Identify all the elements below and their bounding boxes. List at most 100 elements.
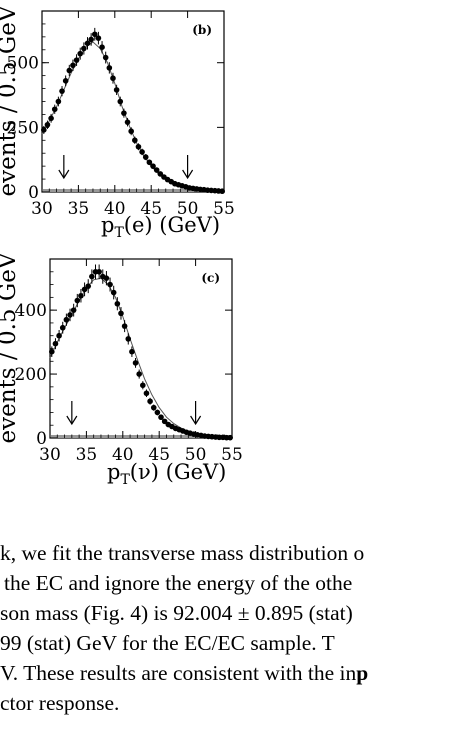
panel-b-data-point <box>135 143 142 150</box>
panel-c-label: (c) <box>201 271 220 285</box>
panel-c-data-point <box>59 324 66 331</box>
panel-c-plot: 30 35 40 45 50 55 0 200 400 (c) <box>15 258 243 465</box>
body-line-text: ctor response. <box>0 691 120 715</box>
panel-b-data-point <box>88 36 94 43</box>
panel-b-fit-curve <box>41 41 225 192</box>
panel-b-x-title-sub: T <box>114 225 124 242</box>
panel-b-data-point <box>84 40 91 47</box>
panel-c-data-point <box>56 332 62 339</box>
panel-c-x-title-rest: (ν) (GeV) <box>129 460 227 484</box>
panel-b-data-point <box>132 137 138 144</box>
panel-b-background-band <box>43 189 223 192</box>
panel-c-data-point <box>161 418 168 425</box>
panel-c-data-point <box>158 414 164 421</box>
body-line: ctor response. <box>0 688 474 718</box>
body-line: V. These results are consistent with the… <box>0 658 474 688</box>
panel-b-data-point <box>121 110 127 116</box>
panel-c-data-point <box>85 283 92 289</box>
panel-c-data-point <box>96 268 102 275</box>
panel-b-data-point <box>66 67 73 74</box>
panel-c-x-title-sub: T <box>120 472 130 489</box>
body-line-text: V. These results are consistent with the… <box>0 661 357 685</box>
panel-c-data-point <box>78 292 84 299</box>
panel-c-x-tick-label: 40 <box>112 445 134 465</box>
panel-b-cut-arrow-head <box>182 169 194 180</box>
panel-c-data-point <box>49 348 55 355</box>
panel-b-x-tick-label: 45 <box>140 199 162 219</box>
body-line: son mass (Fig. 4) is 92.004 ± 0.895 (sta… <box>0 598 474 628</box>
panel-c-x-tick-label: 50 <box>185 445 207 465</box>
panel-c-data-point <box>114 300 121 307</box>
body-line-text: 99 (stat) GeV for the EC/EC sample. T <box>0 631 335 655</box>
panel-b-data-point <box>91 31 98 38</box>
panel-c-data-point <box>67 312 73 318</box>
panel-b-x-title-rest: (e) (GeV) <box>123 213 221 237</box>
panel-c-data-point <box>143 390 150 397</box>
panel-c-y-tick-label: 200 <box>15 365 47 385</box>
panel-b-data-point <box>153 167 160 173</box>
panel-b-data-point <box>48 115 54 122</box>
body-line-text: the EC and ignore the energy of the othe <box>4 571 353 595</box>
panel-c-y-tick-label: 0 <box>36 429 47 449</box>
panel-b-x-title-main: p <box>101 213 115 237</box>
panel-b-data-point <box>117 98 124 105</box>
panel-c-background-band <box>51 435 231 438</box>
body-line-text: k, we fit the transverse mass distributi… <box>0 541 365 565</box>
panel-c-data-point <box>107 281 113 288</box>
panel-b-x-tick-label: 30 <box>31 199 53 219</box>
panel-c-data-point <box>121 323 128 329</box>
panel-c-data-point <box>63 316 70 323</box>
panel-c-data-point <box>147 398 153 405</box>
body-line-text: son mass (Fig. 4) is 92.004 ± 0.895 (sta… <box>0 601 353 625</box>
panel-b-data-point <box>77 50 84 57</box>
panel-b-y-axis-title: events / 0.5 GeV <box>0 5 21 197</box>
panel-b-data-point <box>59 88 65 94</box>
panel-b-data-point <box>219 188 225 195</box>
panel-b-data-point <box>110 75 116 82</box>
panel-c-y-tick-label: 400 <box>15 301 47 321</box>
panel-c-data-point <box>74 297 81 304</box>
panel-b-x-axis-title: pT(e) (GeV) <box>101 213 220 241</box>
panel-b-data-point <box>70 62 76 69</box>
panel-c-data-point <box>136 371 142 377</box>
panel-b-x-tick-label: 50 <box>177 199 199 219</box>
panel-c-data-point <box>110 289 117 296</box>
panel-b-data-point <box>128 128 134 135</box>
panel-b-data-point <box>95 35 102 41</box>
panel-b-data-point <box>55 98 62 105</box>
panel-c-data-point <box>103 275 110 281</box>
panel-c-data-point <box>140 382 146 389</box>
panel-c-data-point <box>150 404 157 411</box>
panel-c-data-point <box>52 340 59 347</box>
panel-c-x-axis-title: pT(ν) (GeV) <box>107 460 226 488</box>
panel-b-data-point <box>150 163 156 169</box>
panel-c-x-tick-label: 30 <box>39 445 61 465</box>
panel-b-cut-arrow-head <box>58 169 70 180</box>
panel-b-data-point <box>41 127 47 133</box>
panel-b-data-point <box>106 65 113 71</box>
panel-c-data-point <box>89 273 95 280</box>
panel-c-x-tick-label: 55 <box>221 445 243 465</box>
panel-b-data-point <box>81 45 87 52</box>
panel-c-data-point <box>132 360 139 366</box>
panel-b-x-tick-label: 35 <box>68 199 90 219</box>
panel-b-data-point <box>102 54 109 61</box>
panel-b-y-tick-label: 0 <box>28 183 39 203</box>
panel-c-data-point <box>227 434 233 441</box>
panel-b-data-point <box>146 159 153 166</box>
paper-body-text: k, we fit the transverse mass distributi… <box>0 538 474 718</box>
panel-b-data-point <box>73 57 80 63</box>
panel-b-y-tick-label: 250 <box>7 118 39 138</box>
panel-b-y-tick-label: 500 <box>7 54 39 74</box>
panel-b-frame <box>41 10 225 193</box>
panel-b-label: (b) <box>192 23 212 37</box>
panel-c-data-point <box>129 348 135 355</box>
panel-c-x-tick-label: 45 <box>148 445 170 465</box>
panel-b-x-tick-label: 55 <box>213 199 235 219</box>
panel-b-data-point <box>142 154 149 160</box>
panel-b-data-point <box>113 87 120 93</box>
panel-c-frame <box>49 258 233 439</box>
panel-b-x-tick-label: 40 <box>104 199 126 219</box>
panel-b-plot: 30 35 40 45 50 55 0 250 500 (b) <box>7 10 235 219</box>
panel-b-data-point <box>62 78 69 84</box>
